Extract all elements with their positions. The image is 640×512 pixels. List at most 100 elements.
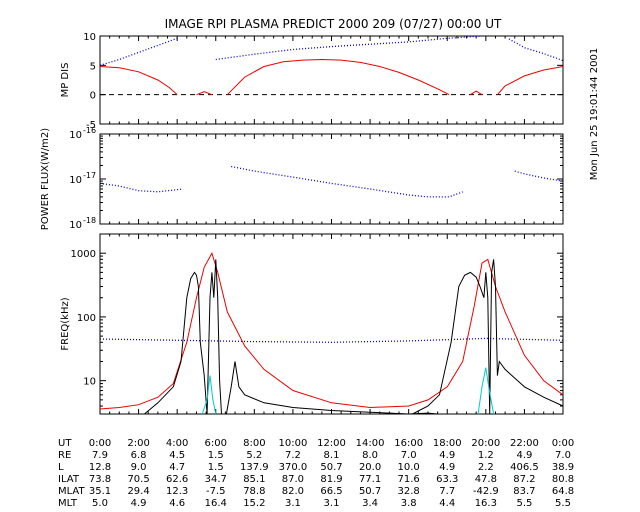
blue-series-line xyxy=(99,337,564,343)
black-series-line xyxy=(485,259,564,415)
y-axis-label: MP DIS xyxy=(60,63,71,98)
blue-series-line xyxy=(508,38,564,62)
ephemeris-cell: 4.9 xyxy=(516,450,532,461)
ephemeris-cell: 87.2 xyxy=(513,474,535,485)
ephemeris-cell: 7.2 xyxy=(285,450,301,461)
blue-series-line xyxy=(215,35,483,61)
ephemeris-cell: 8.0 xyxy=(362,450,378,461)
chart-title: IMAGE RPI PLASMA PREDICT 2000 209 (07/27… xyxy=(165,17,502,31)
ephemeris-row-mlat: MLAT 35.1 29.4 12.3 -7.5 78.8 82.0 66.5 50.7 32.8… xyxy=(58,486,574,497)
blue-series-line xyxy=(99,37,178,66)
y-tick-label-base: 10 xyxy=(69,130,82,141)
red-series-line xyxy=(99,251,564,410)
ephemeris-cell: 0:00 xyxy=(89,438,111,449)
ephemeris-cell: 6:00 xyxy=(205,438,227,449)
black-series-line xyxy=(225,361,452,415)
ephemeris-cell: 85.1 xyxy=(243,474,265,485)
y-tick-label: 0 xyxy=(90,91,96,102)
ephemeris-cell: 4.7 xyxy=(169,462,185,473)
ephemeris-row-label: L xyxy=(58,462,64,473)
ephemeris-cell: 10.0 xyxy=(398,462,420,473)
ephemeris-cell: 406.5 xyxy=(510,462,539,473)
ephemeris-row-label: MLAT xyxy=(58,486,85,497)
ephemeris-cell: 78.8 xyxy=(243,486,265,497)
ephemeris-row-label: MLT xyxy=(58,498,78,509)
ephemeris-cell: 3.1 xyxy=(324,498,340,509)
ephemeris-cell: 1.2 xyxy=(478,450,494,461)
ephemeris-cell: 38.9 xyxy=(552,462,574,473)
ephemeris-cell: 1.5 xyxy=(208,462,224,473)
ephemeris-cell: 14:00 xyxy=(356,438,385,449)
ephemeris-cell: 370.0 xyxy=(279,462,308,473)
ephemeris-cell: 8:00 xyxy=(243,438,265,449)
y-tick-label-exp: -17 xyxy=(83,171,96,180)
black-series-line xyxy=(144,271,208,415)
ephemeris-cell: 20:00 xyxy=(471,438,500,449)
ephemeris-cell: 63.3 xyxy=(436,474,458,485)
ephemeris-cell: 15.2 xyxy=(243,498,265,509)
ephemeris-cell: 0:00 xyxy=(552,438,574,449)
y-tick-label: 10 xyxy=(83,377,96,388)
panel-frame xyxy=(99,133,564,225)
ephemeris-cell: 4.6 xyxy=(169,498,185,509)
ephemeris-cell: 3.8 xyxy=(401,498,417,509)
ephemeris-cell: 16.4 xyxy=(205,498,227,509)
y-tick-label: 10 xyxy=(83,32,96,43)
ephemeris-cell: 35.1 xyxy=(89,486,111,497)
ephemeris-cell: 66.5 xyxy=(320,486,342,497)
ephemeris-cell: 20.0 xyxy=(359,462,381,473)
panel-3: 1000 100 10 FREQ(kHz) xyxy=(60,233,564,415)
ephemeris-cell: 7.7 xyxy=(439,486,455,497)
ephemeris-cell: 4.9 xyxy=(439,462,455,473)
y-tick-label-base: 10 xyxy=(69,175,82,186)
ephemeris-row-ilat: ILAT 73.8 70.5 62.6 34.7 85.1 87.0 81.9 77.1 71.6… xyxy=(58,474,574,485)
timestamp-stamp: Mon Jun 25 19:01:44 2001 xyxy=(589,48,600,181)
ephemeris-row-l: L 12.8 9.0 4.7 1.5 137.9 370.0 50.7 20.0 10.0 4.9 2… xyxy=(58,462,574,473)
blue-series-line xyxy=(514,170,564,182)
ephemeris-cell: 4.5 xyxy=(169,450,185,461)
ephemeris-cell: 5.5 xyxy=(555,498,571,509)
x-axis-labels: 0:002:004:006:008:0010:0012:0014:0016:00… xyxy=(89,0,574,3)
ephemeris-cell: 50.7 xyxy=(359,486,381,497)
ephemeris-cell: 4.9 xyxy=(131,498,147,509)
ephemeris-cell: 1.5 xyxy=(208,450,224,461)
red-series-line xyxy=(470,90,483,96)
black-series-line xyxy=(412,271,487,415)
ephemeris-cell: 5.5 xyxy=(516,498,532,509)
y-tick-label: 5 xyxy=(90,61,96,72)
ephemeris-cell: 70.5 xyxy=(127,474,149,485)
ephemeris-row-label: ILAT xyxy=(58,474,80,485)
y-tick-label-exp: -16 xyxy=(83,126,96,135)
ephemeris-cell: 22:00 xyxy=(510,438,539,449)
ephemeris-cell: 87.0 xyxy=(282,474,304,485)
ephemeris-cell: 16:00 xyxy=(394,438,423,449)
red-series-line xyxy=(196,91,213,96)
ephemeris-cell: 2:00 xyxy=(127,438,149,449)
ephemeris-cell: 12.8 xyxy=(89,462,111,473)
y-tick-label-base: 10 xyxy=(69,220,82,231)
ephemeris-cell: 9.0 xyxy=(131,462,147,473)
y-tick-label: 1000 xyxy=(71,249,96,260)
y-tick-label: 100 xyxy=(77,313,96,324)
ephemeris-row-re: RE 7.9 6.8 4.5 1.5 5.2 7.2 8.1 8.0 7.0 4.9 1.2 4.9 7.… xyxy=(58,450,571,461)
ephemeris-cell: 10:00 xyxy=(279,438,308,449)
ephemeris-cell: 12.3 xyxy=(166,486,188,497)
ephemeris-row-label: RE xyxy=(58,450,71,461)
ephemeris-row-label: UT xyxy=(58,438,72,449)
ephemeris-cell: 34.7 xyxy=(205,474,227,485)
blue-series-line xyxy=(99,182,184,193)
panel-1: 10 5 0 -5 MP DIS xyxy=(60,32,564,131)
red-series-line xyxy=(497,66,564,96)
y-axis-label: POWER FLUX(W/m2) xyxy=(40,128,51,230)
ephemeris-cell: 6.8 xyxy=(131,450,147,461)
ephemeris-cell: 71.6 xyxy=(398,474,420,485)
ephemeris-cell: 7.0 xyxy=(401,450,417,461)
ephemeris-cell: 4:00 xyxy=(166,438,188,449)
ephemeris-cell: -42.9 xyxy=(473,486,499,497)
panel-frame xyxy=(99,35,564,125)
ephemeris-cell: 7.9 xyxy=(92,450,108,461)
ephemeris-cell: 2.2 xyxy=(478,462,494,473)
ephemeris-cell: 77.1 xyxy=(359,474,381,485)
